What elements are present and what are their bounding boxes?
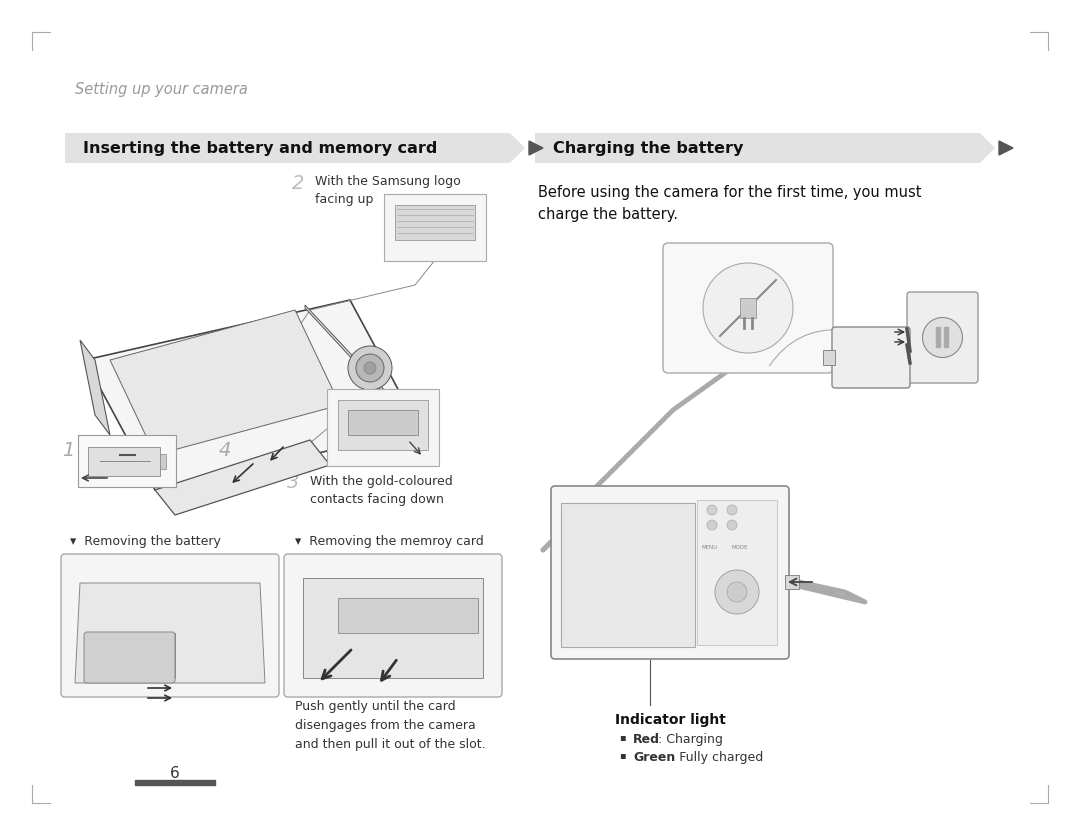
Polygon shape <box>785 575 799 589</box>
Polygon shape <box>697 500 777 645</box>
Polygon shape <box>160 454 166 469</box>
FancyBboxPatch shape <box>551 486 789 659</box>
Text: : Fully charged: : Fully charged <box>671 751 764 764</box>
Circle shape <box>703 263 793 353</box>
Circle shape <box>356 354 384 382</box>
FancyBboxPatch shape <box>832 327 910 388</box>
Circle shape <box>364 362 376 374</box>
Circle shape <box>922 317 962 357</box>
Text: Indicator light: Indicator light <box>615 713 726 727</box>
FancyBboxPatch shape <box>561 503 696 647</box>
Polygon shape <box>87 447 160 476</box>
Polygon shape <box>110 310 340 455</box>
Polygon shape <box>80 340 110 435</box>
Text: 6: 6 <box>171 766 180 781</box>
Polygon shape <box>303 578 483 678</box>
FancyBboxPatch shape <box>284 554 502 697</box>
FancyBboxPatch shape <box>60 554 279 697</box>
Text: With the gold-coloured
contacts facing down: With the gold-coloured contacts facing d… <box>310 475 453 506</box>
Polygon shape <box>823 350 835 365</box>
Polygon shape <box>999 141 1013 155</box>
Polygon shape <box>135 780 215 785</box>
FancyBboxPatch shape <box>907 292 978 383</box>
Polygon shape <box>944 327 948 347</box>
Polygon shape <box>535 133 995 163</box>
Text: Green: Green <box>633 751 675 764</box>
Text: Setting up your camera: Setting up your camera <box>75 82 248 97</box>
Circle shape <box>707 520 717 530</box>
Text: 3: 3 <box>287 473 299 492</box>
Polygon shape <box>338 400 428 450</box>
Text: MODE: MODE <box>732 545 748 550</box>
Circle shape <box>727 505 737 515</box>
Text: Inserting the battery and memory card: Inserting the battery and memory card <box>83 140 437 155</box>
Text: Before using the camera for the first time, you must
charge the battery.: Before using the camera for the first ti… <box>538 185 921 222</box>
Circle shape <box>727 582 747 602</box>
Text: 2: 2 <box>292 174 305 193</box>
Circle shape <box>348 346 392 390</box>
Text: ▾  Removing the battery: ▾ Removing the battery <box>70 535 221 548</box>
FancyBboxPatch shape <box>84 632 175 683</box>
Polygon shape <box>338 598 478 633</box>
Polygon shape <box>936 327 940 347</box>
Text: Charging the battery: Charging the battery <box>553 140 743 155</box>
Polygon shape <box>85 300 420 490</box>
Text: 1: 1 <box>62 441 75 459</box>
Text: Push gently until the card
disengages from the camera
and then pull it out of th: Push gently until the card disengages fr… <box>295 700 486 751</box>
Circle shape <box>377 402 393 418</box>
Polygon shape <box>65 133 525 163</box>
Circle shape <box>707 505 717 515</box>
Text: : Charging: : Charging <box>658 733 723 746</box>
FancyBboxPatch shape <box>78 435 176 487</box>
FancyBboxPatch shape <box>663 243 833 373</box>
Circle shape <box>715 570 759 614</box>
FancyBboxPatch shape <box>384 194 486 261</box>
Text: Red: Red <box>633 733 660 746</box>
Polygon shape <box>156 440 330 515</box>
Polygon shape <box>740 298 756 318</box>
Text: With the Samsung logo
facing up: With the Samsung logo facing up <box>315 175 461 206</box>
Circle shape <box>727 520 737 530</box>
Text: ▾  Removing the memroy card: ▾ Removing the memroy card <box>295 535 484 548</box>
Polygon shape <box>75 583 265 683</box>
Polygon shape <box>305 305 420 432</box>
Polygon shape <box>348 410 418 435</box>
Polygon shape <box>85 633 175 678</box>
Polygon shape <box>529 141 543 155</box>
Text: MENU: MENU <box>702 545 718 550</box>
Text: ▪: ▪ <box>620 751 630 761</box>
Text: 4: 4 <box>219 441 231 459</box>
FancyBboxPatch shape <box>327 389 438 466</box>
Text: ▪: ▪ <box>620 733 630 743</box>
Polygon shape <box>395 205 475 240</box>
Circle shape <box>369 394 401 426</box>
